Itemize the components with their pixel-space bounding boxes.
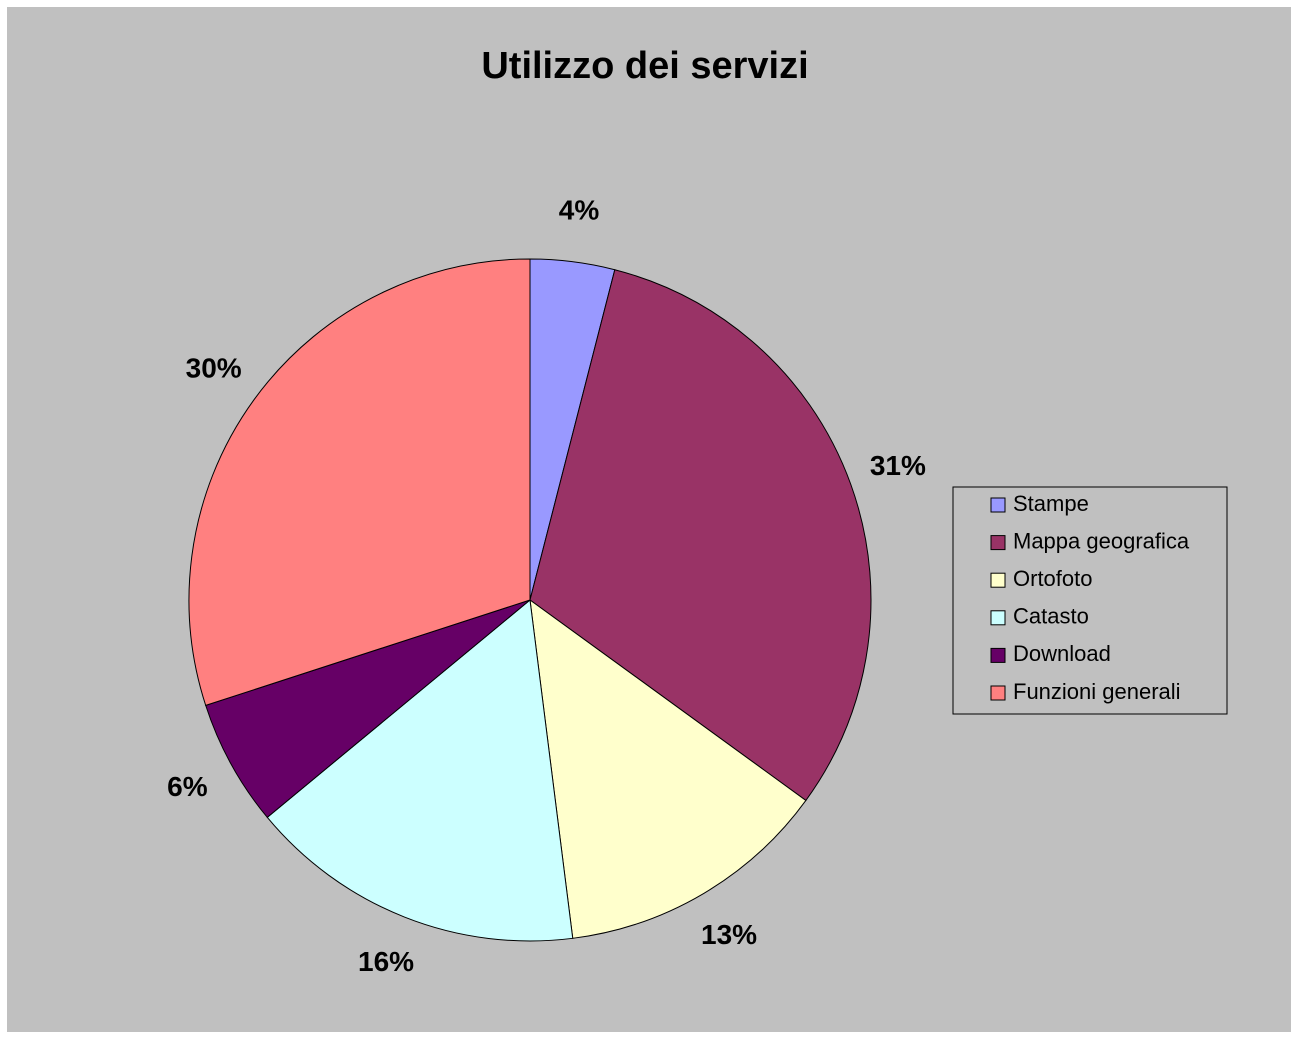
pie-slice — [529, 269, 872, 802]
legend-swatch — [990, 685, 1006, 701]
legend-swatch — [990, 497, 1006, 513]
pie-slice — [529, 598, 807, 939]
legend-swatch — [990, 647, 1006, 663]
pie-slice — [205, 599, 531, 819]
legend-label: Ortofoto — [1013, 566, 1092, 591]
legend-label: Funzioni generali — [1013, 679, 1181, 704]
data-label: 4% — [559, 194, 600, 225]
legend-swatch — [990, 535, 1006, 551]
data-label: 13% — [701, 919, 757, 950]
data-label: 30% — [186, 353, 242, 384]
legend-label: Catasto — [1013, 604, 1089, 629]
legend — [952, 486, 1228, 715]
legend-swatch — [990, 610, 1006, 626]
data-label: 16% — [358, 946, 414, 977]
legend-label: Stampe — [1013, 491, 1089, 516]
chart-title: Utilizzo dei servizi — [481, 45, 808, 87]
legend-label: Mappa geografica — [1013, 528, 1190, 553]
data-label: 6% — [167, 771, 208, 802]
pie-slice — [266, 599, 574, 942]
legend-label: Download — [1013, 641, 1111, 666]
data-label: 31% — [870, 450, 926, 481]
pie-slice — [188, 258, 531, 707]
legend-swatch — [990, 572, 1006, 588]
